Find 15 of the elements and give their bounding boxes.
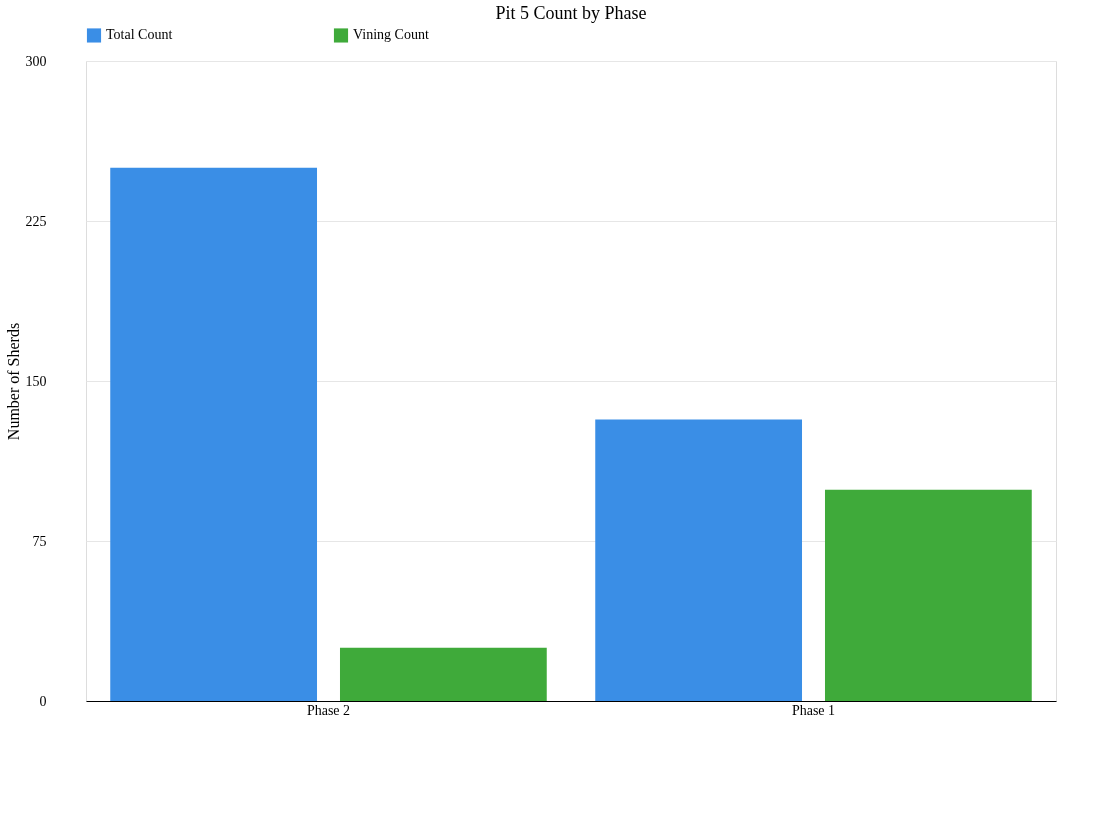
x-tick-label: Phase 1 bbox=[791, 702, 836, 718]
y-tick-label: 75 bbox=[32, 533, 47, 549]
bar bbox=[110, 167, 318, 701]
y-tick-label: 150 bbox=[25, 373, 47, 389]
y-tick-label: 300 bbox=[25, 53, 47, 69]
legend-label: Vining Count bbox=[353, 27, 429, 43]
y-tick-label: 0 bbox=[39, 693, 47, 709]
bar bbox=[339, 647, 547, 701]
y-axis-title: Number of Sherds bbox=[4, 322, 22, 441]
y-tick-label: 225 bbox=[25, 213, 47, 229]
x-tick-label: Phase 2 bbox=[306, 702, 351, 718]
legend-label: Total Count bbox=[106, 27, 173, 43]
bar bbox=[824, 489, 1032, 701]
bar bbox=[595, 419, 803, 701]
chart-title: Pit 5 Count by Phase bbox=[495, 3, 647, 23]
